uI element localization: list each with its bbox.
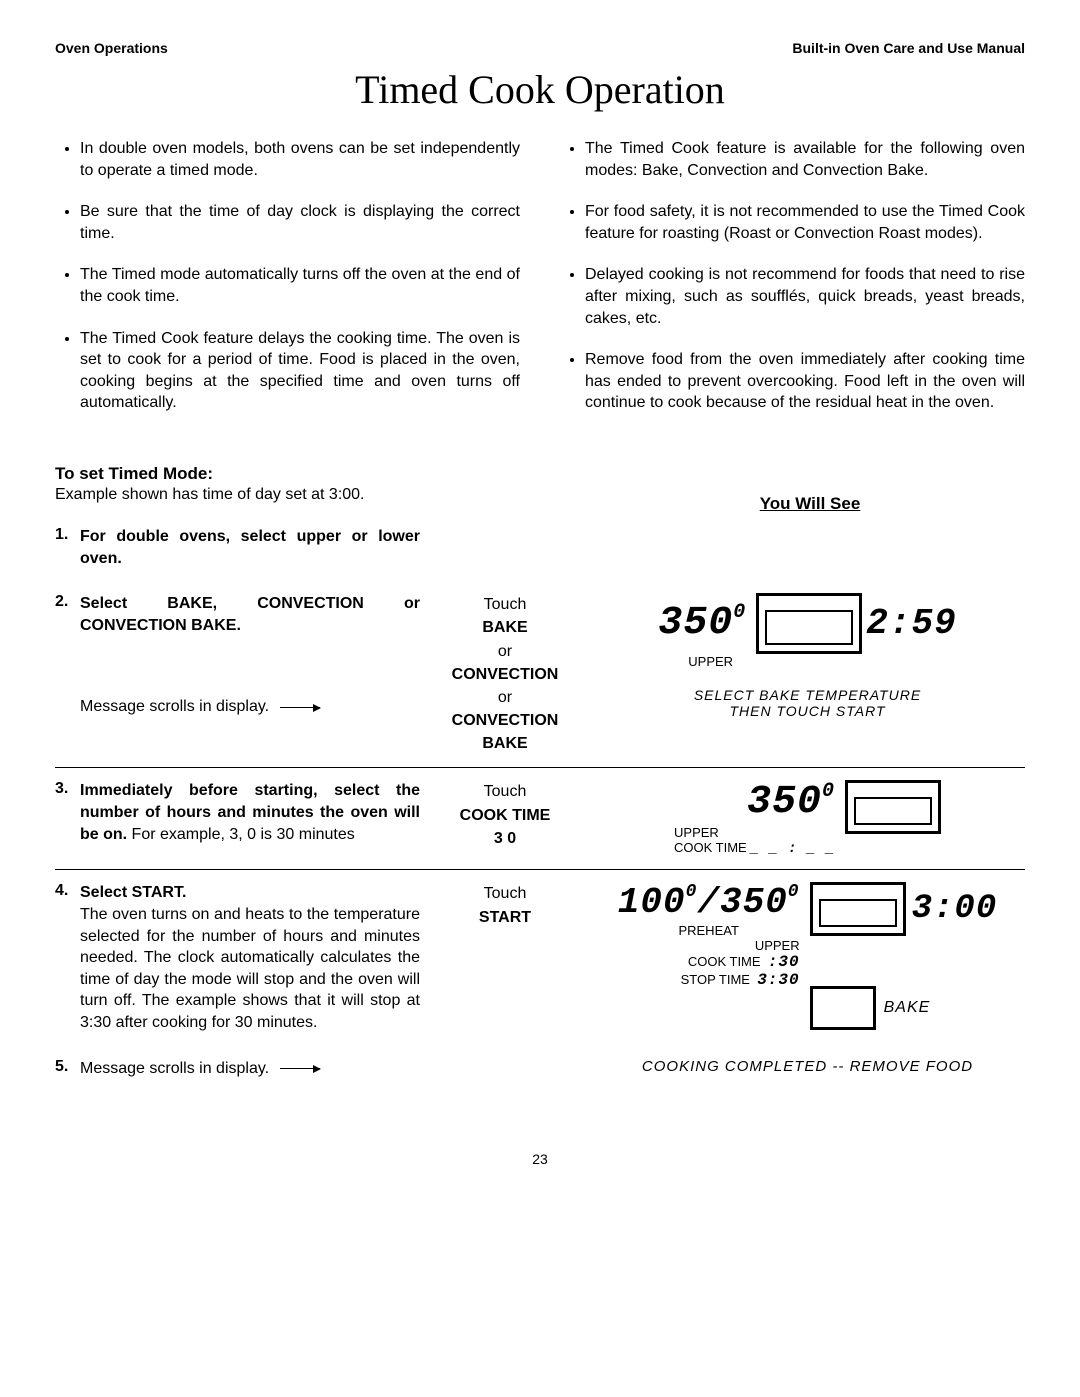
bullets-right: The Timed Cook feature is available for … xyxy=(560,138,1025,414)
step4-text: The oven turns on and heats to the tempe… xyxy=(80,906,420,1031)
lbl-cook: COOK TIME xyxy=(688,954,761,969)
disp-cook-blank: _ _ : _ _ xyxy=(750,841,835,857)
lbl-preheat: PREHEAT xyxy=(618,923,800,938)
step-1: 1. For double ovens, select upper or low… xyxy=(55,514,1025,581)
val-cook: :30 xyxy=(768,953,800,971)
header-right: Built-in Oven Care and Use Manual xyxy=(792,40,1025,56)
step2-touch: Touch BAKE or CONVECTION or CONVECTION B… xyxy=(420,593,590,755)
bullet: The Timed Cook feature is available for … xyxy=(585,138,1025,181)
step-number: 5. xyxy=(55,1058,80,1076)
step4-display: 1000/3500 PREHEAT UPPER COOK TIME :30 ST… xyxy=(590,882,1025,1030)
bullet: In double oven models, both ovens can be… xyxy=(80,138,520,181)
you-will-see-heading: You Will See xyxy=(760,494,861,514)
step-number: 4. xyxy=(55,882,80,900)
to-set-title: To set Timed Mode: xyxy=(55,464,595,484)
step2-msg: Message scrolls in display. xyxy=(80,698,269,715)
step3-touch: Touch COOK TIME 3 0 xyxy=(420,780,590,850)
step-5: 5. Message scrolls in display. COOKING C… xyxy=(55,1046,1025,1092)
oven-icon xyxy=(845,780,941,834)
bullet: The Timed mode automatically turns off t… xyxy=(80,264,520,307)
bullet: For food safety, it is not recommended t… xyxy=(585,201,1025,244)
intro-columns: In double oven models, both ovens can be… xyxy=(55,138,1025,434)
step4-touch: Touch START xyxy=(420,882,590,928)
disp-upper: UPPER xyxy=(688,654,956,669)
touch-or: or xyxy=(498,643,512,660)
disp-temp2: 350 xyxy=(720,882,788,923)
touch-or: or xyxy=(498,689,512,706)
step-2: 2. Select BAKE, CONVECTION or CONVECTION… xyxy=(55,581,1025,768)
bullets-left: In double oven models, both ovens can be… xyxy=(55,138,520,414)
bullet: The Timed Cook feature delays the cookin… xyxy=(80,328,520,414)
step1-text: For double ovens, select upper or lower … xyxy=(80,528,420,567)
page-header: Oven Operations Built-in Oven Care and U… xyxy=(55,40,1025,56)
arrow-icon xyxy=(280,1068,320,1069)
touch-cooktime: COOK TIME xyxy=(460,807,551,824)
lbl-bake: BAKE xyxy=(884,999,931,1017)
disp-temp: 350 xyxy=(747,780,822,825)
bullet: Remove food from the oven immediately af… xyxy=(585,349,1025,414)
disp-msg1: SELECT BAKE TEMPERATURE xyxy=(658,687,956,703)
disp-msg2: THEN TOUCH START xyxy=(658,703,956,719)
arrow-icon xyxy=(280,707,320,708)
disp-time: 3:00 xyxy=(912,890,998,928)
step2-title: Select BAKE, CONVECTION or CONVECTION BA… xyxy=(80,595,420,634)
bullet: Delayed cooking is not recommend for foo… xyxy=(585,264,1025,329)
touch-bake2: BAKE xyxy=(482,735,527,752)
touch-convection2: CONVECTION xyxy=(452,712,559,729)
disp-upper: UPPER xyxy=(674,825,835,840)
touch-label: Touch xyxy=(484,783,527,800)
step-3: 3. Immediately before starting, select t… xyxy=(55,768,1025,870)
touch-start: START xyxy=(479,909,531,926)
oven-icon xyxy=(756,593,862,654)
disp-cook-label: COOK TIME xyxy=(674,840,747,855)
step4-title: Select START. xyxy=(80,884,186,901)
bullet: Be sure that the time of day clock is di… xyxy=(80,201,520,244)
step-number: 1. xyxy=(55,526,80,544)
step2-display: 3500 2:59 UPPER SELECT BAKE TEMPERATURE … xyxy=(590,593,1025,721)
touch-30: 3 0 xyxy=(494,830,516,847)
step5-text: Message scrolls in display. xyxy=(80,1060,269,1077)
disp-time: 2:59 xyxy=(866,603,956,644)
header-left: Oven Operations xyxy=(55,40,168,56)
touch-label: Touch xyxy=(484,885,527,902)
touch-convection: CONVECTION xyxy=(452,666,559,683)
lbl-upper: UPPER xyxy=(618,938,800,953)
val-stop: 3:30 xyxy=(757,971,799,989)
page-title: Timed Cook Operation xyxy=(55,66,1025,113)
lbl-stop: STOP TIME xyxy=(681,972,750,987)
touch-label: Touch xyxy=(484,596,527,613)
disp-temp1: 100 xyxy=(618,882,686,923)
step-4: 4. Select START. The oven turns on and h… xyxy=(55,870,1025,1045)
to-set-example: Example shown has time of day set at 3:0… xyxy=(55,486,595,504)
step-number: 2. xyxy=(55,593,80,611)
oven-icon xyxy=(810,986,876,1030)
step5-msg: COOKING COMPLETED -- REMOVE FOOD xyxy=(642,1058,973,1075)
step-number: 3. xyxy=(55,780,80,798)
disp-temp: 350 xyxy=(658,601,733,646)
step3-display: 3500 UPPER COOK TIME _ _ : _ _ xyxy=(590,780,1025,857)
step3-text-b: For example, 3, 0 is 30 minutes xyxy=(127,826,355,843)
page-number: 23 xyxy=(55,1151,1025,1167)
oven-icon xyxy=(810,882,906,936)
touch-bake: BAKE xyxy=(482,619,527,636)
